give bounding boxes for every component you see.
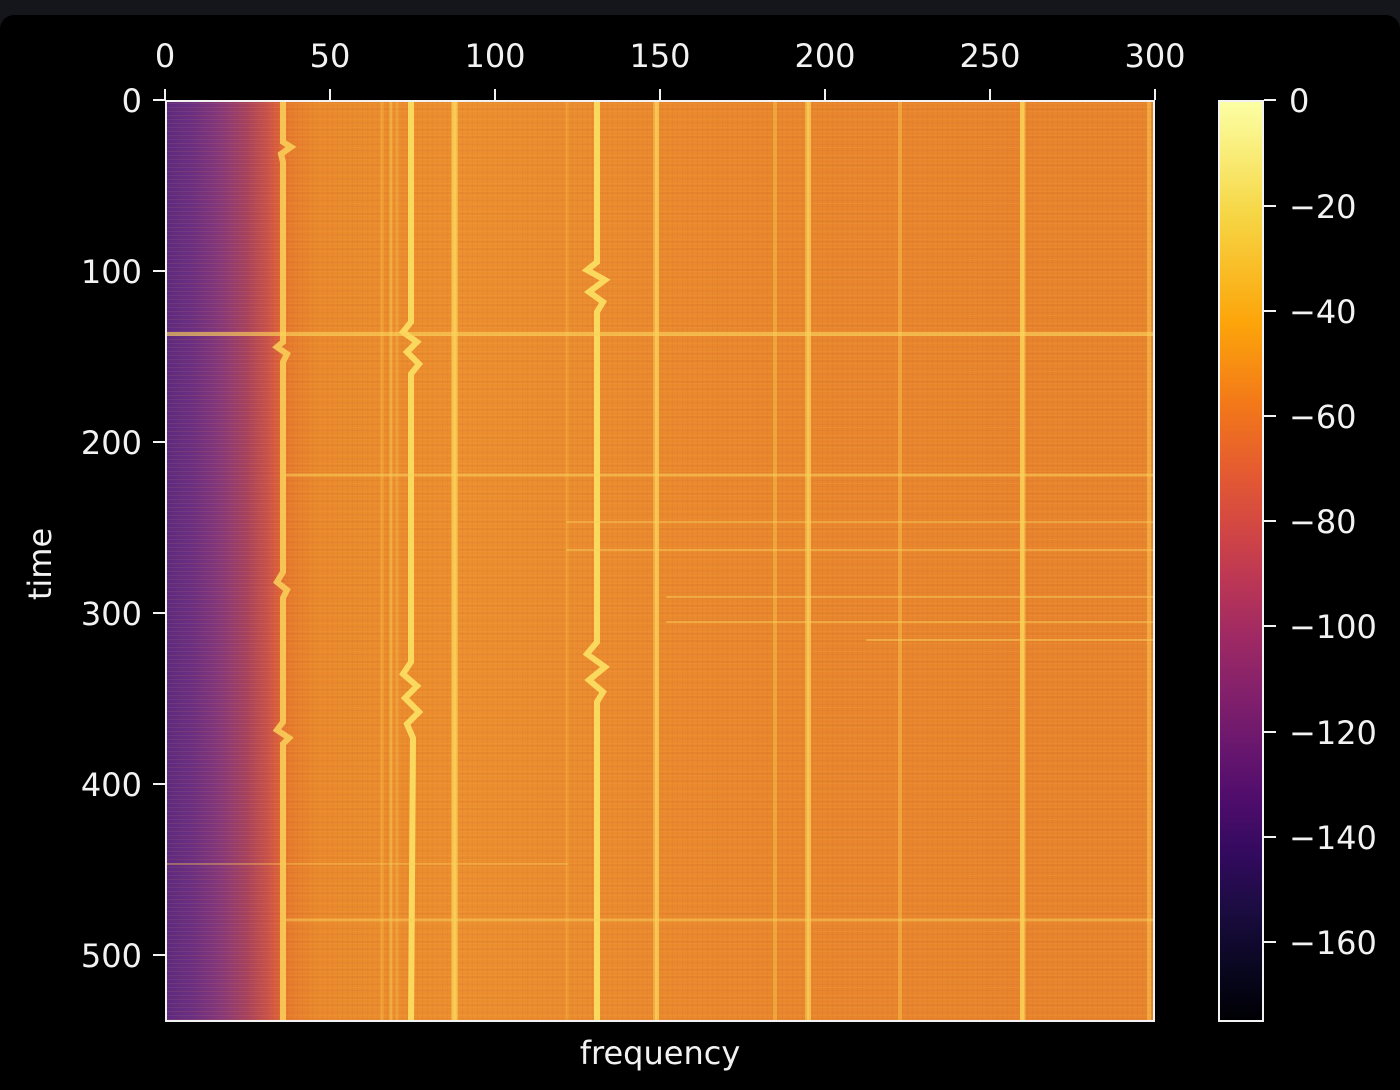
colorbar-tick-label: −40 xyxy=(1289,293,1357,331)
spectrogram-heatmap xyxy=(165,100,1155,1022)
y-tick-label: 100 xyxy=(80,253,142,291)
y-tick-mark xyxy=(153,270,165,272)
x-tick-label: 100 xyxy=(464,37,526,75)
y-tick-mark xyxy=(153,441,165,443)
x-tick-label: 150 xyxy=(629,37,691,75)
x-axis-title: frequency xyxy=(579,1034,741,1072)
colorbar-tick-mark xyxy=(1264,941,1276,943)
y-tick-label: 400 xyxy=(80,766,142,804)
colorbar-tick-mark xyxy=(1264,99,1276,101)
y-tick-label: 0 xyxy=(121,82,142,120)
colorbar-tick-label: 0 xyxy=(1289,82,1310,120)
colorbar-tick-mark xyxy=(1264,731,1276,733)
colorbar-tick-label: −140 xyxy=(1289,819,1377,857)
x-tick-mark xyxy=(824,89,826,100)
x-tick-mark xyxy=(659,89,661,100)
colorbar-tick-mark xyxy=(1264,520,1276,522)
x-tick-mark xyxy=(329,89,331,100)
colorbar-tick-mark xyxy=(1264,415,1276,417)
x-tick-label: 0 xyxy=(154,37,176,75)
x-tick-label: 300 xyxy=(1124,37,1186,75)
colorbar xyxy=(1218,100,1264,1022)
y-tick-label: 200 xyxy=(80,424,142,462)
colorbar-tick-label: −80 xyxy=(1289,503,1357,541)
y-tick-label: 300 xyxy=(80,595,142,633)
colorbar-tick-label: −60 xyxy=(1289,398,1357,436)
x-tick-label: 200 xyxy=(794,37,856,75)
x-tick-label: 250 xyxy=(959,37,1021,75)
y-tick-mark xyxy=(153,954,165,956)
colorbar-tick-mark xyxy=(1264,205,1276,207)
heatmap-texture xyxy=(167,102,1153,1020)
x-tick-mark xyxy=(164,89,166,100)
heatmap-features xyxy=(167,102,1153,1020)
colorbar-tick-mark xyxy=(1264,836,1276,838)
y-tick-label: 500 xyxy=(80,937,142,975)
colorbar-tick-label: −20 xyxy=(1289,188,1357,226)
x-tick-mark xyxy=(1154,89,1156,100)
x-tick-label: 50 xyxy=(309,37,351,75)
colorbar-tick-mark xyxy=(1264,310,1276,312)
y-tick-mark xyxy=(153,99,165,101)
colorbar-tick-mark xyxy=(1264,625,1276,627)
y-tick-mark xyxy=(153,612,165,614)
colorbar-tick-label: −120 xyxy=(1289,714,1377,752)
colorbar-tick-label: −100 xyxy=(1289,608,1377,646)
y-axis-title: time xyxy=(21,527,59,601)
x-tick-mark xyxy=(494,89,496,100)
x-tick-mark xyxy=(989,89,991,100)
y-tick-mark xyxy=(153,783,165,785)
colorbar-tick-label: −160 xyxy=(1289,924,1377,962)
